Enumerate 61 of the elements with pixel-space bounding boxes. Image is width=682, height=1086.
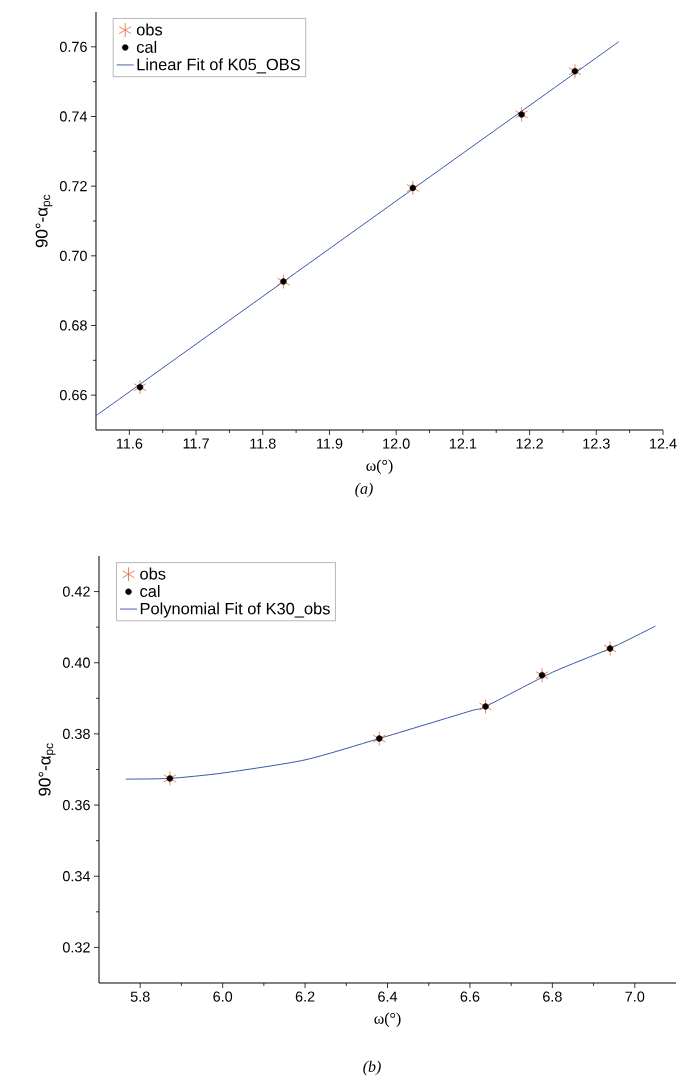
y-tick-label: 0.34 [62,871,91,882]
point [515,107,529,122]
point [280,278,287,285]
x-tick-label: 11.6 [116,438,143,449]
x-tick-label: 6.4 [378,991,398,1002]
legend-label: Polynomial Fit of K30_obs [140,602,330,618]
point [136,383,144,391]
x-tick-label: 11.8 [250,438,276,449]
point [479,699,493,714]
point [166,775,174,782]
x-tick-label: 11.7 [183,438,209,449]
y-tick-label: 0.32 [62,942,90,953]
legend-label: Linear Fit of K05_OBS [137,58,300,74]
point [535,667,549,683]
point [409,184,417,192]
point [276,274,290,289]
x-tick-label: 6.2 [295,991,315,1002]
x-tick-label: 7.0 [625,991,645,1002]
point [133,379,147,395]
y-axis-title: 90°-α$_{pc}$ [38,743,56,796]
point [163,770,177,786]
x-tick-label: 6.6 [460,991,480,1002]
text: (b) [363,1060,381,1076]
x-tick-label: 11.9 [317,438,343,449]
x-tick-label: 5.8 [130,991,150,1002]
point [376,735,383,742]
x-tick-label: 12.0 [383,438,410,449]
y-tick-label: 0.72 [59,181,87,192]
point [606,645,614,652]
point [603,641,617,656]
text: (a) [355,482,373,498]
x-tick-label: 12.4 [650,438,677,449]
y-tick-label: 0.76 [59,41,87,52]
legend-label: cal [136,40,157,53]
y-tick-label: 0.68 [59,320,87,331]
line-series [125,625,656,780]
y-tick-label: 0.38 [62,728,90,740]
x-tick-label: 12.2 [516,438,543,449]
y-tick-label: 0.74 [59,111,88,122]
y-tick-label: 0.36 [62,799,90,811]
point [406,180,420,196]
y-tick-label: 0.42 [62,586,90,597]
x-tick-label: 12.1 [449,438,477,449]
legend-label: cal [140,584,160,598]
y-tick-label: 0.70 [59,250,87,261]
x-tick-label: 6.0 [213,991,233,1002]
x-axis-title: ω(°) [374,1012,401,1028]
point [482,703,489,710]
y-tick-label: 0.66 [59,390,87,401]
point [372,731,386,746]
x-tick-label: 12.3 [583,438,610,449]
point [538,672,546,679]
y-axis-title: 90°-α$_{pc}$ [35,194,53,248]
legend-label: obs [136,23,163,36]
x-tick-label: 6.8 [543,991,562,1002]
legend-label: obs [140,567,166,580]
point [568,63,582,79]
y-tick-label: 0.40 [62,657,90,668]
point [571,68,579,75]
point [518,111,525,118]
x-axis-title: ω(°) [366,459,393,475]
